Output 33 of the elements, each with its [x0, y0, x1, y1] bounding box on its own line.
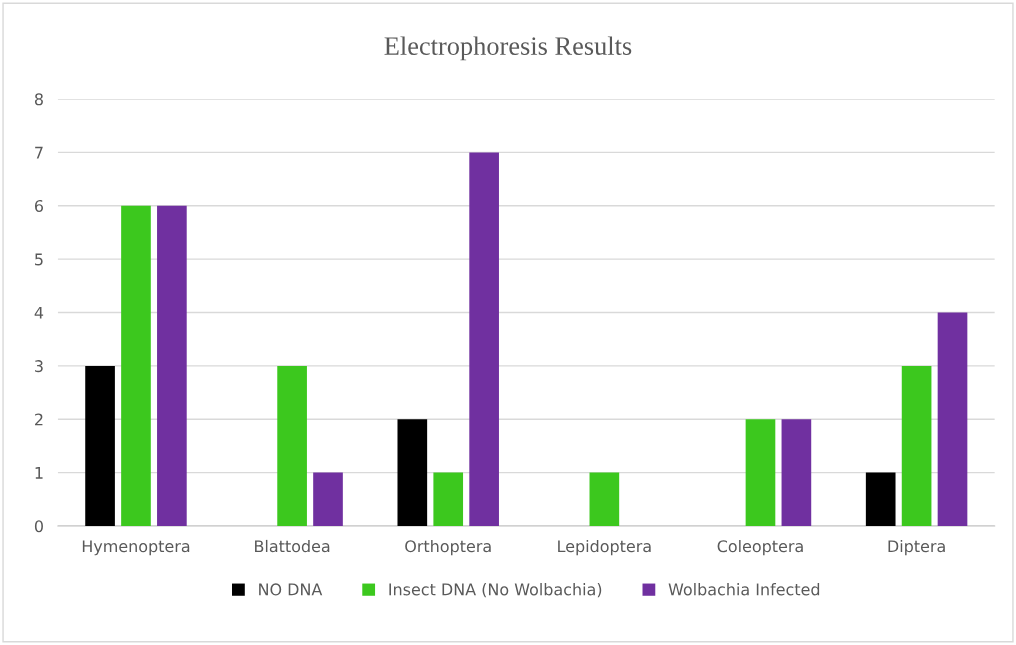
y-tick-label: 6	[34, 199, 44, 213]
x-tick-label: Lepidoptera	[558, 539, 651, 556]
bar	[277, 365, 307, 526]
y-tick-label: 5	[35, 253, 43, 266]
y-tick-label: 3	[35, 360, 43, 373]
bar	[433, 472, 464, 526]
bar	[937, 312, 968, 526]
legend-label: Insect DNA (No Wolbachia)	[389, 583, 602, 598]
bar	[901, 365, 932, 526]
legend-label: Wolbachia Infected	[668, 583, 820, 596]
y-tick-label: 2	[35, 413, 43, 426]
y-tick-label: 8	[34, 93, 43, 106]
bar	[397, 419, 428, 526]
x-tick-label: Blattodea	[255, 539, 330, 553]
bar	[157, 205, 187, 526]
x-tick-label: Orthoptera	[405, 539, 491, 556]
bar	[589, 472, 620, 526]
bar	[745, 419, 776, 526]
x-tick-label: Diptera	[888, 539, 945, 556]
bar	[313, 472, 343, 526]
bar	[121, 205, 151, 526]
legend-label: NO DNA	[259, 583, 323, 596]
y-tick-label: 0	[34, 520, 43, 533]
y-tick-label: 7	[35, 146, 43, 159]
x-tick-label: Coleoptera	[717, 539, 803, 556]
y-tick-label: 1	[35, 467, 43, 479]
bar	[85, 365, 115, 526]
x-tick-label: Hymenoptera	[82, 540, 190, 556]
y-tick-label: 4	[34, 306, 44, 319]
bar	[469, 152, 499, 526]
bar	[781, 419, 812, 526]
chart-title: Electrophoresis Results	[384, 36, 632, 61]
bar	[865, 472, 896, 526]
